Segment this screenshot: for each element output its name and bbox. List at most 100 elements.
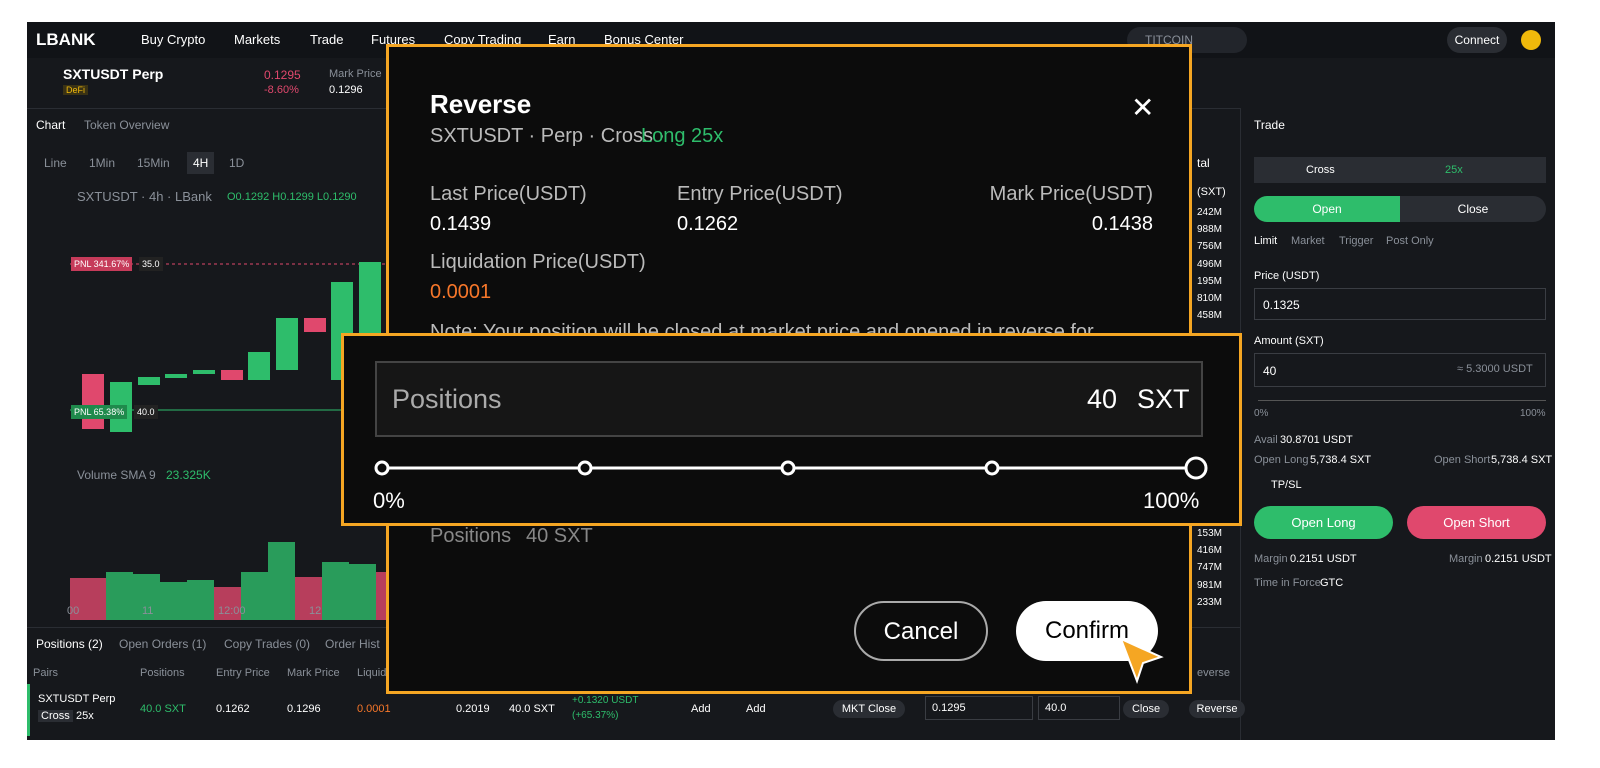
reverse-button[interactable]: Reverse (1189, 700, 1245, 718)
tab[interactable]: Chart (36, 118, 66, 132)
cell: 0.1262 (216, 703, 250, 715)
menu-item[interactable]: Buy Crypto (141, 32, 206, 47)
order-type[interactable]: Limit (1254, 235, 1278, 247)
input-unit: SXT (1137, 384, 1190, 414)
interval[interactable]: 1Min (89, 156, 116, 170)
interval[interactable]: 15Min (137, 156, 170, 170)
symbol[interactable]: SXTUSDT Perp (63, 66, 164, 82)
margin-mode[interactable]: Cross (1306, 164, 1335, 176)
tab[interactable]: Token Overview (84, 118, 170, 132)
avatar[interactable] (1521, 30, 1541, 50)
slider-track[interactable] (1258, 400, 1546, 401)
tab[interactable]: Order Hist (325, 637, 380, 651)
cell: 0.0001 (357, 703, 391, 715)
open-short-max: 5,738.4 SXT (1491, 454, 1553, 466)
margin: 0.2151 USDT (1290, 553, 1357, 565)
axis-label: 747M (1197, 562, 1223, 574)
interval[interactable]: 4H (187, 152, 215, 174)
cell: 40.0 SXT (140, 703, 186, 715)
open-long-label: Open Long (1254, 454, 1309, 466)
margin: 0.2151 USDT (1485, 553, 1552, 565)
margin-mode: Cross (38, 710, 73, 722)
axis-label: 242M (1197, 207, 1223, 218)
order-type[interactable]: Post Only (1386, 235, 1434, 247)
field-label: Amount (SXT) (1254, 335, 1324, 347)
slider-min: 0% (1254, 408, 1269, 419)
open-short-button[interactable]: Open Short (1407, 506, 1546, 539)
input-value: 40 (1087, 384, 1118, 414)
leverage[interactable]: 25x (1445, 164, 1463, 176)
margin-label: Margin (1449, 553, 1483, 565)
field-label: Last Price(USDT) (430, 183, 587, 205)
field-value: 0.0001 (430, 281, 492, 303)
row-marker (27, 684, 30, 736)
menu-item[interactable]: Earn (548, 32, 576, 47)
field-value: 0.1439 (430, 213, 492, 235)
axis-unit: (SXT) (1197, 186, 1226, 198)
header: Positions (140, 667, 185, 679)
open-long-button[interactable]: Open Long (1254, 506, 1393, 539)
pnl: +0.1320 USDT (572, 695, 639, 706)
axis-label: 458M (1197, 310, 1223, 322)
axis-label: 153M (1197, 528, 1223, 539)
axis-label: 756M (1197, 241, 1223, 253)
tpsl[interactable]: TP/SL (1271, 479, 1302, 491)
qty-input[interactable]: 40.0 (1038, 696, 1120, 720)
pnl-tag: PNL 341.67% (71, 257, 133, 271)
field-label: Price (USDT) (1254, 270, 1320, 282)
amount-input[interactable]: 40 (1254, 353, 1546, 387)
mkt-close[interactable]: MKT Close (833, 700, 905, 718)
leverage: 25x (76, 710, 94, 722)
x-label: 00 (67, 605, 80, 617)
cursor (1119, 637, 1164, 684)
x-label: 12:00 (218, 605, 246, 617)
positions-input[interactable] (375, 361, 1203, 437)
close-tab[interactable]: Close (1400, 196, 1546, 222)
add[interactable]: Add (691, 703, 711, 715)
add[interactable]: Add (746, 703, 766, 715)
slider-max: 100% (1143, 488, 1200, 513)
mark-label: Mark Price (329, 68, 382, 80)
menu-item[interactable]: Copy Trading (444, 32, 522, 47)
order-type[interactable]: Trigger (1339, 235, 1374, 247)
tif-label: Time in Force (1254, 577, 1321, 589)
panel-title: Trade (1254, 118, 1285, 132)
tab[interactable]: Copy Trades (0) (224, 637, 311, 651)
amount-usdt: ≈ 5.3000 USDT (1457, 363, 1533, 375)
slider-max: 100% (1520, 408, 1546, 419)
subtitle: SXTUSDT · Perp · Cross · (430, 125, 666, 147)
interval[interactable]: Line (44, 156, 67, 170)
tab[interactable]: Open Orders (1) (119, 637, 207, 651)
field-label: Entry Price(USDT) (677, 183, 843, 205)
price-input[interactable]: 0.1325 (1254, 288, 1546, 320)
menu-item[interactable]: Futures (371, 32, 416, 47)
axis-label: 810M (1197, 293, 1223, 304)
close-button[interactable]: Close (1123, 700, 1169, 718)
menu-item[interactable]: Bonus Center (604, 32, 684, 47)
header: Pairs (33, 667, 59, 679)
price-input[interactable]: 0.1295 (925, 696, 1033, 720)
connect-button[interactable]: Connect (1447, 27, 1507, 53)
x-label: 12 (309, 605, 322, 617)
order-type[interactable]: Market (1291, 235, 1325, 247)
open-tab[interactable]: Open (1254, 196, 1400, 222)
tab[interactable]: Positions (2) (36, 637, 103, 651)
pair[interactable]: SXTUSDT Perp (38, 693, 116, 705)
open-long-max: 5,738.4 SXT (1310, 454, 1372, 466)
positions-label: Positions (430, 525, 512, 547)
header: Mark Price (287, 667, 340, 679)
logo[interactable]: LBANK (36, 30, 96, 49)
cell: 0.1296 (287, 703, 321, 715)
price-change: -8.60% (264, 84, 299, 96)
close-icon[interactable]: ✕ (1131, 92, 1155, 123)
axis-label: 416M (1197, 545, 1223, 557)
tif[interactable]: GTC (1320, 577, 1344, 589)
field-label: Mark Price(USDT) (989, 183, 1153, 205)
volume-label: Volume SMA 9 (77, 468, 156, 482)
interval[interactable]: 1D (229, 156, 245, 170)
menu-item[interactable]: Trade (310, 32, 344, 47)
menu-item[interactable]: Markets (234, 32, 281, 47)
cancel-button[interactable]: Cancel (854, 601, 988, 661)
slider[interactable] (370, 454, 1220, 484)
